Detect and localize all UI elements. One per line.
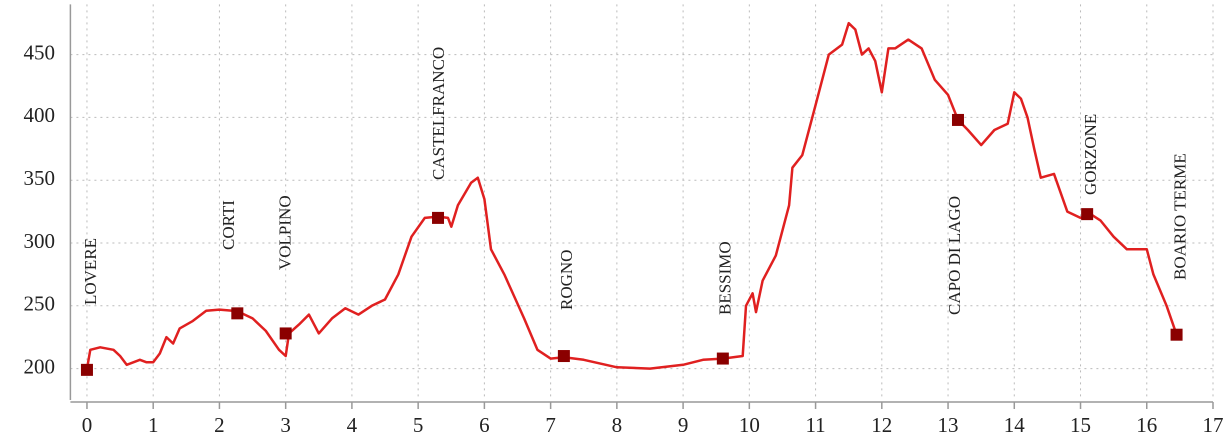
x-tick-label: 2 — [214, 413, 225, 437]
x-tick-label: 6 — [479, 413, 490, 437]
station-label: VOLPINO — [276, 195, 295, 270]
y-tick-label: 400 — [24, 103, 56, 127]
y-tick-label: 300 — [24, 229, 56, 253]
station-marker — [231, 307, 244, 320]
station-label: CORTI — [219, 200, 238, 250]
x-tick-label: 15 — [1070, 413, 1091, 437]
station-marker — [279, 327, 292, 340]
x-tick-label: 7 — [545, 413, 556, 437]
x-tick-label: 3 — [280, 413, 291, 437]
station-label: CAPO DI LAGO — [945, 196, 964, 315]
station-label: ROGNO — [557, 250, 576, 310]
x-tick-label: 9 — [678, 413, 689, 437]
station-marker — [80, 363, 93, 376]
x-tick-label: 17 — [1203, 413, 1224, 437]
y-tick-label: 350 — [24, 166, 56, 190]
elevation-line — [85, 21, 1178, 370]
x-tick-label: 10 — [739, 413, 760, 437]
x-tick-label: 4 — [347, 413, 358, 437]
x-tick-label: 1 — [148, 413, 159, 437]
station-marker — [716, 352, 729, 365]
station-marker — [1170, 328, 1183, 341]
station-label: BOARIO TERME — [1170, 153, 1189, 280]
x-tick-label: 11 — [805, 413, 825, 437]
station-marker — [557, 350, 570, 363]
x-tick-label: 8 — [612, 413, 623, 437]
x-tick-label: 0 — [82, 413, 93, 437]
x-tick-label: 5 — [413, 413, 424, 437]
y-tick-label: 200 — [24, 354, 56, 378]
station-label: BESSIMO — [716, 241, 735, 315]
station-marker — [432, 211, 445, 224]
x-tick-label: 13 — [938, 413, 959, 437]
station-label: CASTELFRANCO — [429, 47, 448, 180]
y-tick-label: 450 — [24, 40, 56, 64]
x-tick-label: 12 — [871, 413, 892, 437]
station-label: LOVERE — [81, 238, 100, 305]
x-tick-label: 16 — [1136, 413, 1157, 437]
x-tick-label: 14 — [1004, 413, 1026, 437]
station-marker — [1081, 208, 1094, 221]
y-tick-label: 250 — [24, 292, 56, 316]
station-marker — [951, 113, 964, 126]
station-label: GORZONE — [1081, 114, 1100, 195]
